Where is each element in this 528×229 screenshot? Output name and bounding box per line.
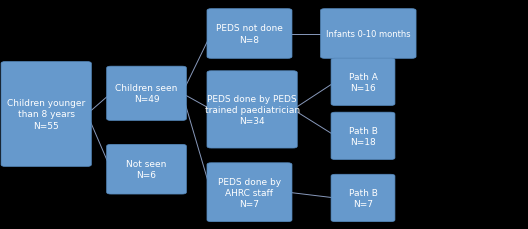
FancyBboxPatch shape	[331, 113, 395, 160]
Text: Path A
N=16: Path A N=16	[348, 72, 378, 93]
FancyBboxPatch shape	[207, 10, 292, 59]
FancyBboxPatch shape	[331, 174, 395, 222]
FancyBboxPatch shape	[107, 145, 186, 194]
FancyBboxPatch shape	[207, 71, 297, 148]
Text: Children seen
N=49: Children seen N=49	[115, 84, 178, 104]
Text: Path B
N=7: Path B N=7	[348, 188, 378, 208]
FancyBboxPatch shape	[331, 59, 395, 106]
Text: Infants 0-10 months: Infants 0-10 months	[326, 30, 411, 39]
Text: PEDS not done
N=8: PEDS not done N=8	[216, 24, 283, 44]
FancyBboxPatch shape	[320, 10, 416, 59]
Text: PEDS done by
AHRC staff
N=7: PEDS done by AHRC staff N=7	[218, 177, 281, 208]
Text: PEDS done by PEDS
trained paediatrician
N=34: PEDS done by PEDS trained paediatrician …	[204, 94, 300, 125]
FancyBboxPatch shape	[207, 163, 292, 222]
Text: Not seen
N=6: Not seen N=6	[126, 159, 167, 180]
FancyBboxPatch shape	[107, 67, 186, 121]
Text: Path B
N=18: Path B N=18	[348, 126, 378, 146]
Text: Children younger
than 8 years
N=55: Children younger than 8 years N=55	[7, 99, 86, 130]
FancyBboxPatch shape	[1, 62, 91, 167]
